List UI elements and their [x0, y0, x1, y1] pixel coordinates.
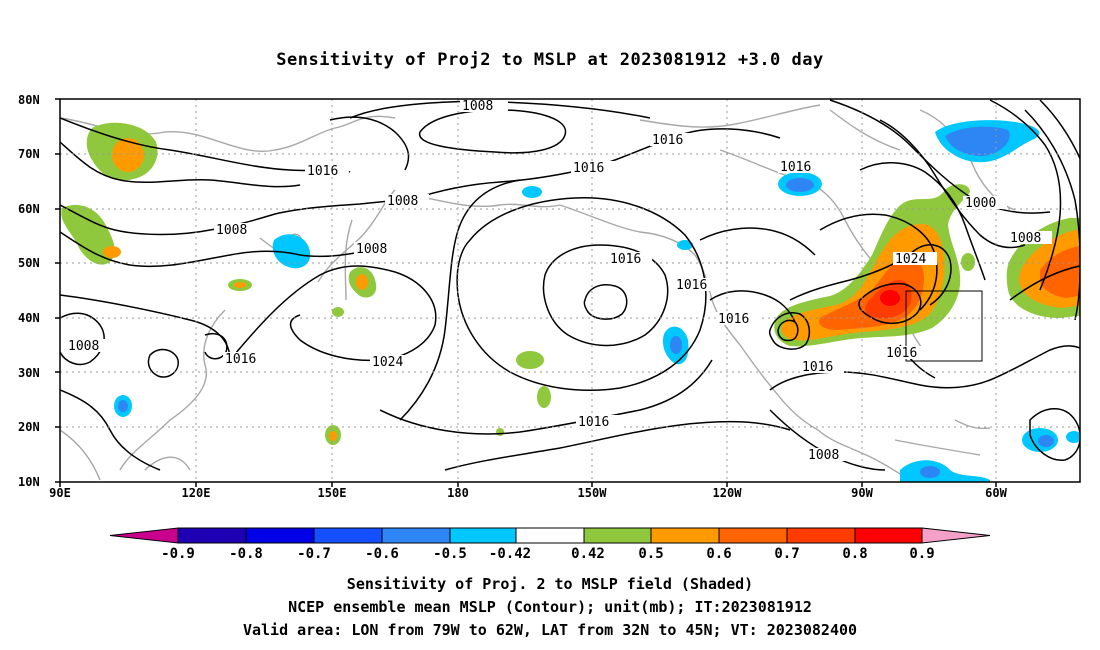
- colorbar-cell: [718, 527, 788, 544]
- contour-label: 1016: [573, 161, 604, 176]
- colorbar-label: -0.5: [433, 546, 467, 562]
- contour-label: 1008: [1010, 231, 1041, 246]
- contour-label: 1016: [780, 160, 811, 175]
- contour-label: 1008: [808, 448, 839, 463]
- lat-label-70n: 70N: [18, 147, 40, 161]
- lon-label-180: 180: [447, 486, 469, 500]
- colorbar-label: -0.6: [365, 546, 399, 562]
- contour-label: 1016: [652, 133, 683, 148]
- lat-label-10n: 10N: [18, 475, 40, 489]
- colorbar-label: 0.6: [706, 546, 732, 562]
- caption-line-3: Valid area: LON from 79W to 62W, LAT fro…: [242, 621, 858, 639]
- colorbar-label: 0.5: [638, 546, 664, 562]
- colorbar-label: -0.7: [297, 546, 331, 562]
- colorbar-cell: [109, 527, 179, 544]
- valid-area-box: [905, 290, 983, 362]
- lon-label-90w: 90W: [851, 486, 873, 500]
- colorbar-cell: [381, 527, 451, 544]
- colorbar-label: 0.9: [909, 546, 935, 562]
- colorbar-cell: [449, 527, 517, 544]
- caption-line-2: NCEP ensemble mean MSLP (Contour); unit(…: [288, 598, 812, 616]
- colorbar-cell: [177, 527, 247, 544]
- contour-label: 1016: [578, 415, 609, 430]
- lat-label-30n: 30N: [18, 366, 40, 380]
- lon-label-90e: 90E: [49, 486, 71, 500]
- colorbar: [109, 527, 991, 544]
- colorbar-label: -0.9: [161, 546, 195, 562]
- mslp-contours: [60, 99, 1080, 471]
- lat-label-60n: 60N: [18, 202, 40, 216]
- lat-label-50n: 50N: [18, 256, 40, 270]
- map-frame: [59, 98, 1081, 483]
- graticule: [60, 99, 1080, 482]
- contour-label: 1008: [216, 223, 247, 238]
- colorbar-cell: [245, 527, 315, 544]
- contour-label: 1016: [676, 278, 707, 293]
- contour-label: 1024: [372, 355, 403, 370]
- colorbar-label: -0.42: [488, 546, 532, 562]
- lon-label-150w: 150W: [577, 486, 607, 500]
- colorbar-cell: [515, 527, 585, 544]
- contour-label: 1008: [462, 99, 493, 114]
- contour-label: 1016: [307, 164, 338, 179]
- contour-label: 1016: [802, 360, 833, 375]
- contour-labels: 1008 1016 1016 1016 1016 1008 1008 1008 …: [66, 99, 1052, 463]
- contour-label: 1016: [718, 312, 749, 327]
- contour-label: 1008: [356, 242, 387, 257]
- contour-label: 1016: [610, 252, 641, 267]
- contour-label: 1024: [895, 252, 926, 267]
- lon-label-150e: 150E: [317, 486, 347, 500]
- contour-label: 1008: [68, 339, 99, 354]
- colorbar-label: 0.7: [774, 546, 800, 562]
- colorbar-cell: [650, 527, 720, 544]
- colorbar-cell: [921, 527, 991, 544]
- colorbar-cell: [313, 527, 383, 544]
- contour-label: 1008: [387, 194, 418, 209]
- colorbar-label: 0.8: [842, 546, 868, 562]
- colorbar-cell: [786, 527, 856, 544]
- lat-label-20n: 20N: [18, 420, 40, 434]
- colorbar-cell: [583, 527, 652, 544]
- lon-label-60w: 60W: [985, 486, 1007, 500]
- map-title: Sensitivity of Proj2 to MSLP at 20230819…: [276, 50, 824, 70]
- contour-label: 1016: [886, 346, 917, 361]
- sensitivity-map: 1008 1016 1016 1016 1016 1008 1008 1008 …: [55, 98, 1081, 487]
- axis-ticks: [55, 98, 997, 487]
- colorbar-label: -0.8: [229, 546, 263, 562]
- caption-line-1: Sensitivity of Proj. 2 to MSLP field (Sh…: [346, 575, 754, 593]
- lon-label-120w: 120W: [712, 486, 742, 500]
- contour-label: 1016: [225, 352, 256, 367]
- contour-label: 1000: [965, 196, 996, 211]
- colorbar-cell: [854, 527, 923, 544]
- colorbar-label: 0.42: [571, 546, 605, 562]
- lat-label-80n: 80N: [18, 93, 40, 107]
- lon-label-120e: 120E: [181, 486, 211, 500]
- lat-label-40n: 40N: [18, 311, 40, 325]
